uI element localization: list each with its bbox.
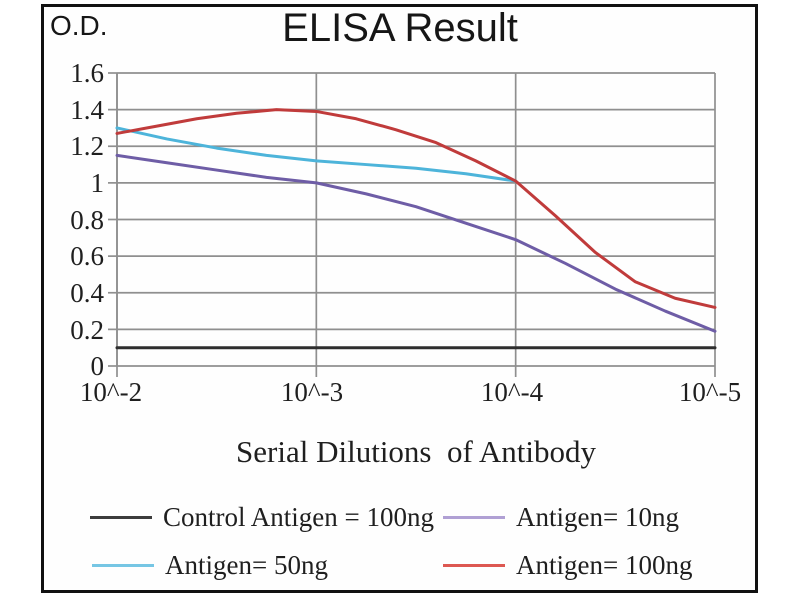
x-axis-title: Serial Dilutions of Antibody bbox=[236, 434, 596, 469]
y-tick-label: 1.4 bbox=[70, 95, 104, 125]
x-tick-label: 10^-3 bbox=[280, 377, 344, 407]
y-tick-label: 1 bbox=[90, 168, 105, 198]
legend-entry-antigen-100ng: Antigen= 100ng bbox=[443, 548, 692, 582]
y-tick-label: 0.6 bbox=[70, 241, 104, 271]
y-tick-label: 1.6 bbox=[70, 58, 104, 88]
legend-row: Antigen= 50ng Antigen= 100ng bbox=[0, 548, 800, 582]
y-tick-label: 0.4 bbox=[70, 278, 104, 308]
y-tick-label: 1.2 bbox=[70, 131, 104, 161]
legend-row: Control Antigen = 100ng Antigen= 10ng bbox=[0, 500, 800, 534]
y-axis-label: O.D. bbox=[50, 10, 108, 41]
legend-label: Antigen= 10ng bbox=[516, 501, 679, 532]
legend-entry-control-antigen: Control Antigen = 100ng bbox=[90, 500, 434, 534]
legend-line-black bbox=[90, 515, 152, 519]
chart-title: ELISA Result bbox=[282, 6, 518, 50]
legend-line-blue bbox=[92, 563, 154, 567]
x-tick-label: 10^-4 bbox=[480, 377, 544, 407]
legend-label: Control Antigen = 100ng bbox=[163, 501, 434, 532]
legend-label: Antigen= 100ng bbox=[516, 549, 693, 580]
y-tick-label: 0.8 bbox=[70, 205, 104, 235]
y-tick-label: 0 bbox=[90, 351, 105, 381]
legend-line-red bbox=[443, 563, 505, 567]
y-tick-label: 0.2 bbox=[70, 315, 104, 345]
legend-line-purple bbox=[443, 515, 505, 519]
legend-entry-antigen-10ng: Antigen= 10ng bbox=[443, 500, 679, 534]
x-tick-label: 10^-2 bbox=[79, 377, 143, 407]
x-tick-label: 10^-5 bbox=[678, 377, 742, 407]
legend-label: Antigen= 50ng bbox=[165, 549, 328, 580]
legend-entry-antigen-50ng: Antigen= 50ng bbox=[92, 548, 328, 582]
